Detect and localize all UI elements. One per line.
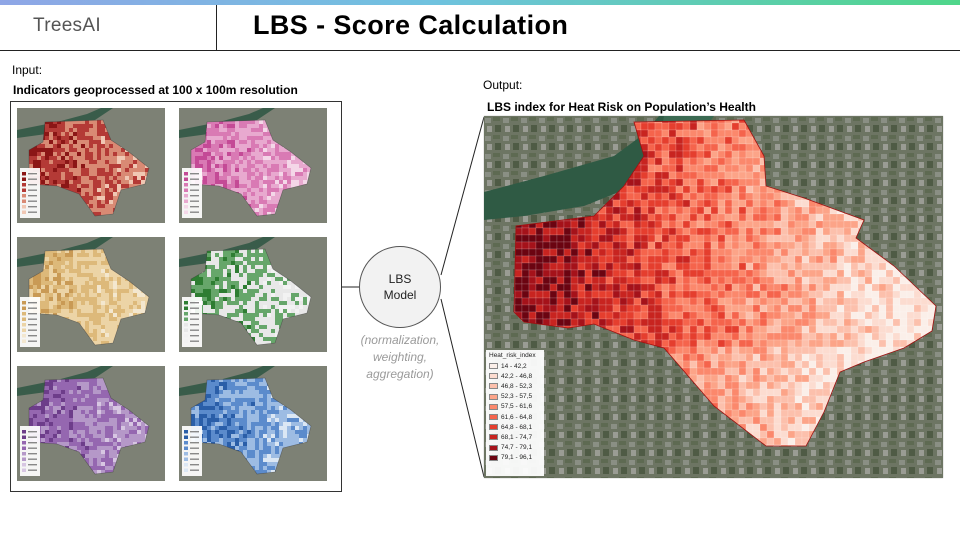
heat-risk-map-image (484, 116, 943, 478)
output-subtitle: LBS index for Heat Risk on Population’s … (487, 100, 756, 114)
legend-row: 57,5 - 61,6 (489, 402, 541, 412)
indicator-map-green (179, 237, 327, 352)
legend-swatch (489, 414, 498, 421)
page-title: LBS - Score Calculation (253, 10, 569, 40)
legend-swatch (489, 444, 498, 451)
indicator-map-blue (179, 366, 327, 481)
indicator-map-red-image (17, 108, 165, 223)
indicator-map-blue-image (179, 366, 327, 481)
legend-label: 14 - 42,2 (501, 362, 527, 370)
legend-title: Heat_risk_index (489, 352, 536, 359)
legend-swatch (489, 454, 498, 461)
treesai-logo: TreesAI (33, 15, 101, 36)
legend-swatch (489, 373, 498, 380)
indicator-map-purple (17, 366, 165, 481)
input-maps-panel (10, 101, 342, 492)
indicator-map-magenta (179, 108, 327, 223)
indicator-map-magenta-image (179, 108, 327, 223)
legend-row: 74,7 - 79,1 (489, 443, 541, 453)
legend-row: 68,1 - 74,7 (489, 432, 541, 442)
indicator-map-red (17, 108, 165, 223)
legend-row: 52,3 - 57,5 (489, 392, 541, 402)
legend-label: 79,1 - 96,1 (501, 454, 533, 462)
legend-label: 64,8 - 68,1 (501, 423, 533, 431)
legend-swatch (489, 383, 498, 390)
legend-row: 61,6 - 64,8 (489, 412, 541, 422)
header: TreesAI LBS - Score Calculation (0, 5, 960, 51)
legend-row: 64,8 - 68,1 (489, 422, 541, 432)
legend-label: 61,6 - 64,8 (501, 413, 533, 421)
legend-label: 74,7 - 79,1 (501, 444, 533, 452)
input-label: Input: (12, 63, 43, 77)
legend-label: 68,1 - 74,7 (501, 433, 533, 441)
indicator-map-tan-image (17, 237, 165, 352)
model-caption: (normalization, weighting, aggregation) (360, 333, 440, 381)
top-accent-bar (0, 0, 960, 5)
model-label-line2: Model (383, 288, 417, 302)
legend-row: 46,8 - 52,3 (489, 381, 541, 391)
header-divider (216, 5, 217, 51)
indicator-map-green-image (179, 237, 327, 352)
lbs-model-node: LBS Model (359, 246, 441, 328)
legend-label: 57,5 - 61,6 (501, 403, 533, 411)
legend-row: 14 - 42,2 (489, 361, 541, 371)
legend-swatch (489, 393, 498, 400)
output-label: Output: (483, 78, 523, 92)
legend-row: 79,1 - 96,1 (489, 453, 541, 463)
heat-risk-legend: Heat_risk_index 14 - 42,2 42,2 - 46,8 46,8… (486, 350, 544, 476)
legend-label: 46,8 - 52,3 (501, 382, 533, 390)
legend-label: 42,2 - 46,8 (501, 372, 533, 380)
legend-swatch (489, 403, 498, 410)
legend-swatch (489, 363, 498, 370)
indicator-map-tan (17, 237, 165, 352)
heat-risk-map (484, 116, 943, 478)
legend-swatch (489, 424, 498, 431)
legend-label: 52,3 - 57,5 (501, 393, 533, 401)
input-subtitle: Indicators geoprocessed at 100 x 100m re… (13, 83, 298, 97)
legend-row: 42,2 - 46,8 (489, 371, 541, 381)
indicator-map-purple-image (17, 366, 165, 481)
model-label-line1: LBS (388, 272, 412, 286)
legend-swatch (489, 434, 498, 441)
